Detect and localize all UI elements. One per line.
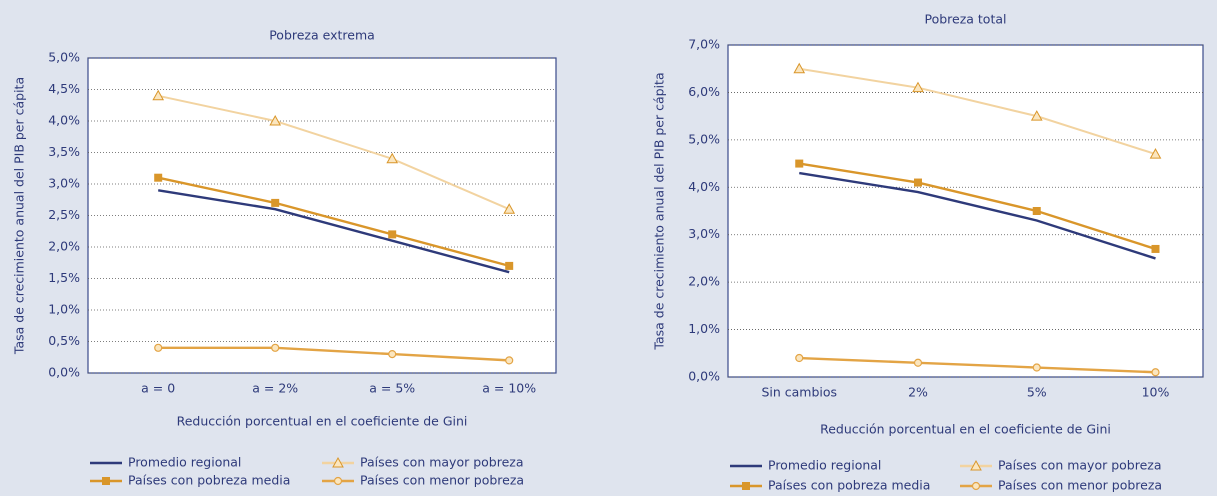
legend-label: Países con menor pobreza — [998, 478, 1162, 493]
marker — [332, 456, 344, 468]
marker — [1151, 244, 1160, 253]
y-axis-label: Tasa de crecimiento anual del PIB per cá… — [12, 77, 27, 355]
y-axis-label: Tasa de crecimiento anual del PIB per cá… — [652, 72, 667, 350]
y-tick-label: 3,0% — [48, 176, 80, 191]
line — [799, 67, 1156, 156]
line — [799, 356, 1156, 374]
y-tick-label: 0,0% — [48, 365, 80, 380]
x-tick-label: a = 2% — [252, 381, 298, 396]
marker — [505, 261, 514, 270]
marker — [152, 89, 165, 101]
marker — [271, 198, 280, 207]
marker — [386, 152, 399, 164]
chart-title: Pobreza total — [924, 12, 1006, 27]
marker — [333, 476, 343, 486]
y-tick-label: 3,0% — [688, 226, 720, 241]
marker — [1151, 368, 1160, 377]
marker — [271, 343, 280, 352]
y-tick-label: 4,5% — [48, 81, 80, 96]
y-tick-label: 3,5% — [48, 144, 80, 159]
y-tick-label: 4,0% — [48, 113, 80, 128]
y-tick-label: 1,0% — [48, 302, 80, 317]
legend-label: Países con menor pobreza — [360, 473, 524, 488]
marker — [102, 477, 110, 485]
marker — [971, 481, 981, 491]
x-tick-label: a = 10% — [482, 381, 536, 396]
legend-label: Países con pobreza media — [128, 473, 290, 488]
x-tick-label: 5% — [1027, 385, 1047, 400]
legend-label: Países con mayor pobreza — [998, 458, 1162, 473]
marker — [154, 343, 163, 352]
marker — [1032, 207, 1041, 215]
x-tick-label: Sin cambios — [761, 385, 837, 400]
marker — [388, 230, 397, 239]
line — [158, 346, 510, 362]
legend-label: Países con mayor pobreza — [360, 455, 524, 470]
line — [157, 176, 510, 268]
marker — [793, 62, 806, 74]
y-tick-label: 0,5% — [48, 333, 80, 348]
legend-label: Promedio regional — [768, 458, 881, 473]
marker — [913, 358, 923, 367]
line — [158, 189, 510, 274]
line — [157, 94, 510, 211]
y-tick-label: 0,0% — [688, 369, 720, 384]
y-tick-label: 5,0% — [688, 131, 720, 146]
x-tick-label: 10% — [1142, 385, 1170, 400]
line — [799, 171, 1156, 260]
marker — [269, 114, 282, 126]
marker — [970, 459, 982, 471]
plot-area — [727, 44, 1204, 378]
marker — [154, 173, 163, 182]
marker — [742, 482, 750, 490]
y-tick-label: 4,0% — [688, 179, 720, 194]
x-tick-label: a = 0 — [141, 381, 175, 396]
marker — [388, 350, 397, 359]
marker — [914, 178, 922, 187]
legend-label: Países con pobreza media — [768, 478, 930, 493]
y-tick-label: 2,0% — [688, 274, 720, 289]
x-axis-label: Reducción porcentual en el coeficiente d… — [177, 414, 468, 429]
x-axis-label: Reducción porcentual en el coeficiente d… — [820, 422, 1111, 437]
marker — [505, 356, 514, 365]
chart-title: Pobreza extrema — [269, 28, 375, 43]
y-tick-label: 1,5% — [48, 270, 80, 285]
x-tick-label: a = 5% — [369, 381, 415, 396]
marker — [503, 203, 516, 214]
marker — [1030, 110, 1043, 121]
y-tick-label: 5,0% — [48, 50, 80, 65]
marker — [1149, 148, 1162, 159]
x-tick-label: 2% — [908, 385, 928, 400]
y-tick-label: 6,0% — [688, 84, 720, 99]
legend-label: Promedio regional — [128, 455, 241, 470]
line — [799, 162, 1156, 251]
marker — [912, 81, 924, 93]
marker — [1032, 363, 1041, 372]
y-tick-label: 2,0% — [48, 239, 80, 254]
y-tick-label: 7,0% — [688, 37, 720, 52]
marker — [795, 353, 804, 363]
y-tick-label: 2,5% — [48, 207, 80, 222]
marker — [795, 159, 804, 168]
y-tick-label: 1,0% — [688, 321, 720, 336]
